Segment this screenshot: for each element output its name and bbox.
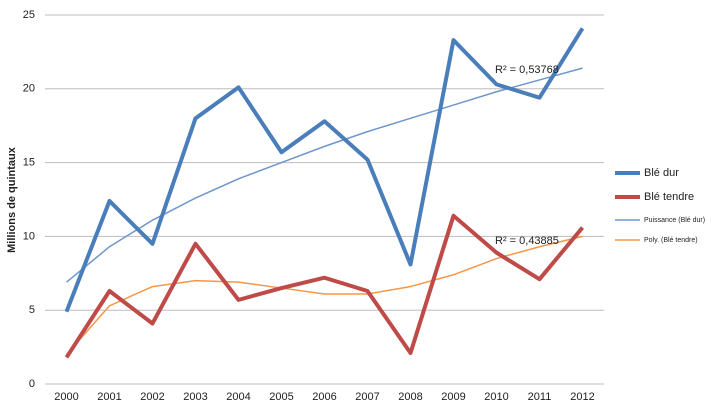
line-series — [64, 213, 585, 359]
line-series — [64, 27, 585, 313]
x-tick-label: 2010 — [484, 391, 508, 403]
x-tick-label: 2002 — [140, 391, 164, 403]
y-axis-label: Millions de quintaux — [6, 146, 18, 253]
x-tick-label: 2007 — [355, 391, 379, 403]
line-series — [66, 67, 583, 283]
x-tick-label: 2008 — [398, 391, 422, 403]
legend-label: Poly. (Blé tendre) — [644, 237, 698, 244]
legend-label: Blé tendre — [644, 191, 694, 203]
x-tick-label: 2005 — [269, 391, 293, 403]
annotation: R² = 0,53768 — [495, 64, 559, 76]
y-tick-label: 0 — [29, 378, 35, 390]
x-tick-label: 2003 — [183, 391, 207, 403]
y-tick-label: 15 — [23, 157, 35, 169]
x-tick-label: 2012 — [570, 391, 594, 403]
x-tick-label: 2001 — [97, 391, 121, 403]
annotation: R² = 0,43885 — [495, 235, 559, 247]
legend-label: Blé dur — [644, 167, 679, 179]
x-tick-label: 2011 — [528, 391, 552, 403]
x-tick-label: 2000 — [54, 391, 78, 403]
x-tick-label: 2009 — [441, 391, 465, 403]
legend-label: Puissance (Blé dur) — [644, 217, 705, 224]
y-tick-label: 25 — [23, 9, 35, 21]
x-tick-label: 2004 — [226, 391, 250, 403]
y-tick-label: 20 — [23, 83, 35, 95]
y-tick-label: 5 — [29, 304, 35, 316]
line-series — [65, 235, 583, 355]
x-tick-label: 2006 — [312, 391, 336, 403]
y-tick-label: 10 — [23, 230, 35, 242]
